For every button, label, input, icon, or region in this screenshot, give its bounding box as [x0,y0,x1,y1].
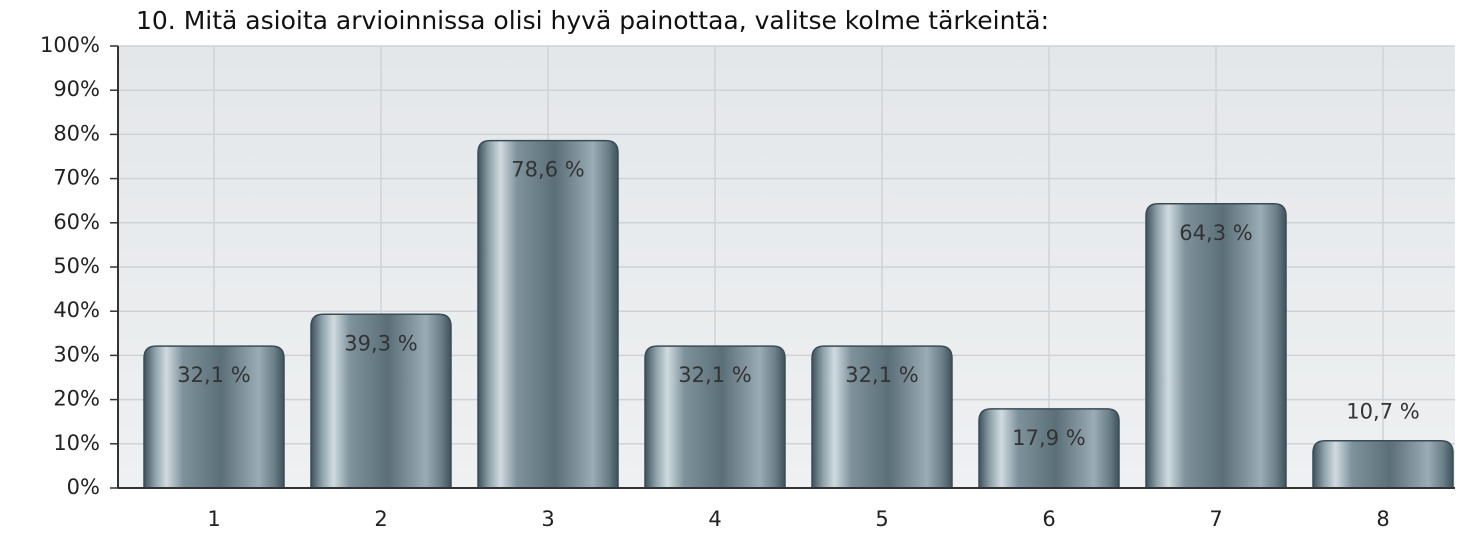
value-label: 10,7 % [1346,400,1419,424]
y-tick-label: 40% [53,298,100,322]
value-label: 32,1 % [845,363,918,387]
value-label: 17,9 % [1012,426,1085,450]
bar [310,313,452,489]
bar [644,345,786,489]
y-tick-label: 100% [40,33,100,57]
bar [811,345,953,489]
x-tick-label: 2 [374,507,387,531]
x-tick-label: 4 [708,507,721,531]
bar [1312,439,1454,489]
x-tick-label: 7 [1209,507,1222,531]
value-label: 39,3 % [344,331,417,355]
value-label: 32,1 % [678,363,751,387]
y-tick-label: 80% [53,121,100,145]
x-tick-label: 6 [1042,507,1055,531]
bar [477,139,619,489]
x-tick-label: 8 [1376,507,1389,531]
bar [1145,203,1287,489]
y-tick-label: 50% [53,254,100,278]
y-tick-label: 0% [67,475,100,499]
y-tick-label: 10% [53,431,100,455]
y-tick-label: 20% [53,387,100,411]
value-label: 64,3 % [1179,221,1252,245]
x-tick-label: 3 [541,507,554,531]
value-label: 32,1 % [177,363,250,387]
y-tick-label: 70% [53,166,100,190]
x-tick-label: 5 [875,507,888,531]
y-tick-label: 60% [53,210,100,234]
bar [143,345,285,489]
bar [978,408,1120,489]
x-tick-label: 1 [207,507,220,531]
y-tick-label: 90% [53,77,100,101]
chart-title: 10. Mitä asioita arvioinnissa olisi hyvä… [136,6,1049,35]
y-tick-label: 30% [53,342,100,366]
value-label: 78,6 % [511,158,584,182]
